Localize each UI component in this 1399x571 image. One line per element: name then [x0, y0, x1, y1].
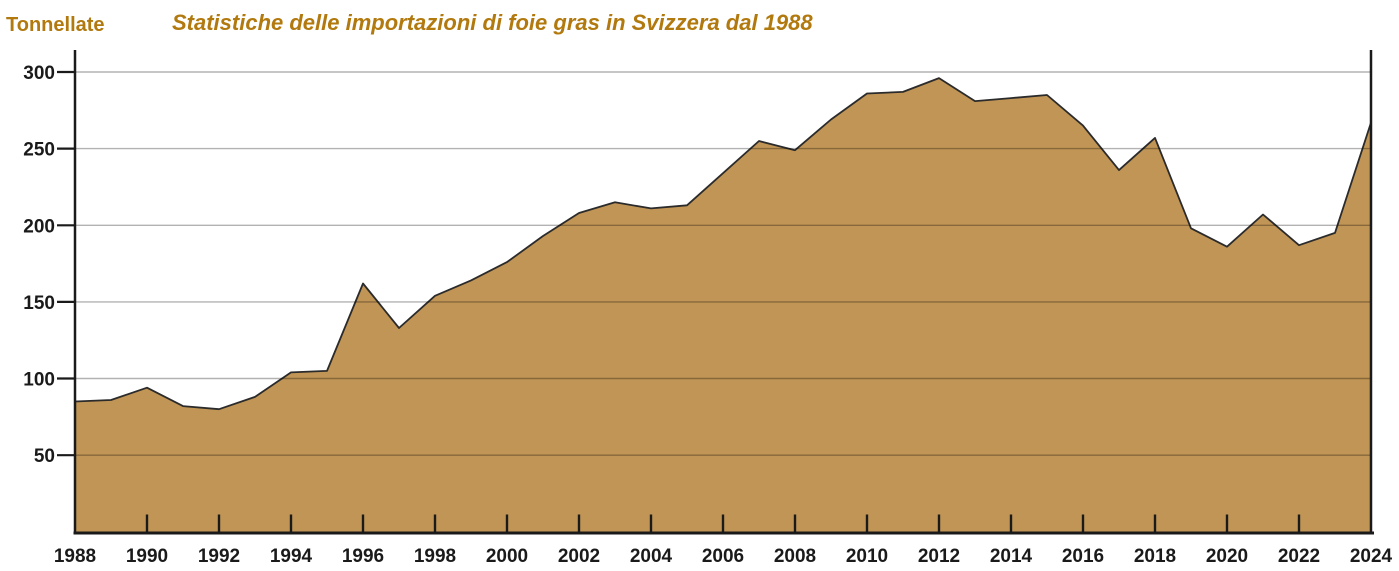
y-tick-labels: 50 100 150 200 250 300 — [23, 63, 55, 467]
x-tick-label: 2008 — [774, 546, 816, 567]
import-series-area — [75, 78, 1371, 533]
y-tick-label: 150 — [23, 293, 55, 314]
y-tick-label: 250 — [23, 140, 55, 161]
chart-title: Statistiche delle importazioni di foie g… — [172, 10, 813, 35]
y-ticks — [57, 70, 74, 457]
x-tick-label: 2012 — [918, 546, 960, 567]
x-tick-label: 2010 — [846, 546, 888, 567]
x-tick-label: 1988 — [54, 546, 96, 567]
x-tick-label: 2024 — [1350, 546, 1393, 567]
y-tick-label: 100 — [23, 370, 55, 391]
gridlines — [75, 71, 1371, 456]
x-tick-label: 2020 — [1206, 546, 1248, 567]
import-series-line — [74, 77, 1372, 411]
x-tick-label: 2016 — [1062, 546, 1104, 567]
x-tick-label: 2004 — [630, 546, 673, 567]
x-tick-label: 2006 — [702, 546, 744, 567]
x-tick-label: 1998 — [414, 546, 456, 567]
x-tick-label: 2002 — [558, 546, 600, 567]
x-tick-label: 1992 — [198, 546, 240, 567]
x-tick-label: 1996 — [342, 546, 384, 567]
y-tick-label: 300 — [23, 63, 55, 84]
x-tick-label: 2018 — [1134, 546, 1176, 567]
x-ticks — [145, 514, 1301, 533]
y-tick-label: 200 — [23, 216, 55, 237]
y-tick-label: 50 — [34, 446, 55, 467]
x-tick-label: 1990 — [126, 546, 168, 567]
x-tick-label: 2000 — [486, 546, 528, 567]
x-tick-labels: 1988 1990 1992 1994 1996 1998 2000 2002 2004 2006… — [54, 546, 1393, 567]
x-tick-label: 2014 — [990, 546, 1033, 567]
x-tick-label: 2022 — [1278, 546, 1320, 567]
x-tick-label: 1994 — [270, 546, 313, 567]
y-axis-unit-label: Tonnellate — [6, 14, 105, 36]
